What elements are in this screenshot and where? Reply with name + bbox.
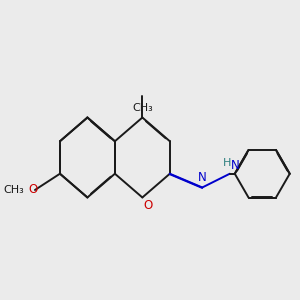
Text: N: N [230, 160, 239, 172]
Text: N: N [198, 171, 207, 184]
Text: O: O [144, 199, 153, 212]
Text: O: O [29, 184, 38, 196]
Text: H: H [223, 158, 232, 168]
Text: CH₃: CH₃ [132, 103, 153, 113]
Text: CH₃: CH₃ [3, 185, 24, 195]
